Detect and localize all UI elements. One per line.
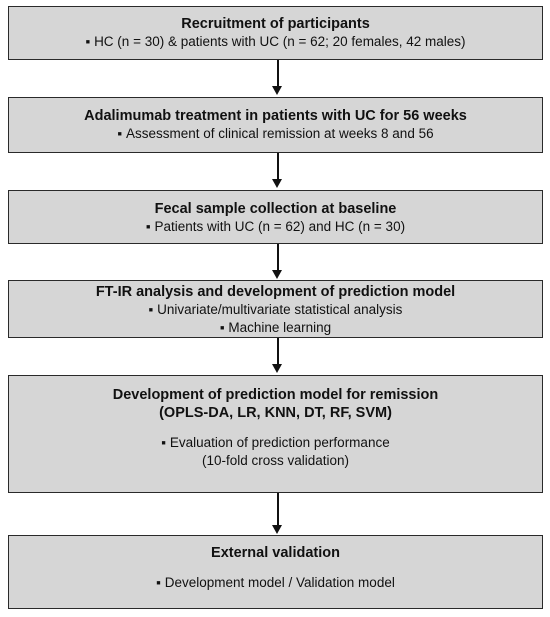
model-list: (OPLS-DA, LR, KNN, DT, RF, SVM): [159, 405, 392, 421]
step-prediction-model: Development of prediction model for remi…: [8, 375, 543, 493]
step-adalimumab-treatment: Adalimumab treatment in patients with UC…: [8, 97, 543, 153]
step-detail: Assessment of clinical remission at week…: [9, 125, 542, 143]
step-title: Fecal sample collection at baseline: [154, 201, 397, 217]
step-note: (10-fold cross validation): [201, 453, 350, 468]
step-title: Development of prediction model for remi…: [112, 387, 439, 403]
step-title: External validation: [211, 545, 340, 561]
step-detail: HC (n = 30) & patients with UC (n = 62; …: [9, 33, 542, 51]
step-fecal-sample-collection: Fecal sample collection at baseline Pati…: [8, 190, 543, 244]
step-title: Recruitment of participants: [181, 16, 370, 32]
step-detail: Univariate/multivariate statistical anal…: [9, 301, 542, 319]
step-detail: Machine learning: [9, 319, 542, 337]
step-detail: Patients with UC (n = 62) and HC (n = 30…: [9, 218, 542, 236]
step-detail: Evaluation of prediction performance: [9, 434, 542, 452]
step-title: FT-IR analysis and development of predic…: [95, 284, 456, 300]
step-external-validation: External validation Development model / …: [8, 535, 543, 609]
step-title: Adalimumab treatment in patients with UC…: [84, 108, 467, 124]
step-detail: Development model / Validation model: [9, 574, 542, 592]
step-recruitment: Recruitment of participants HC (n = 30) …: [8, 6, 543, 60]
step-ftir-analysis: FT-IR analysis and development of predic…: [8, 280, 543, 338]
